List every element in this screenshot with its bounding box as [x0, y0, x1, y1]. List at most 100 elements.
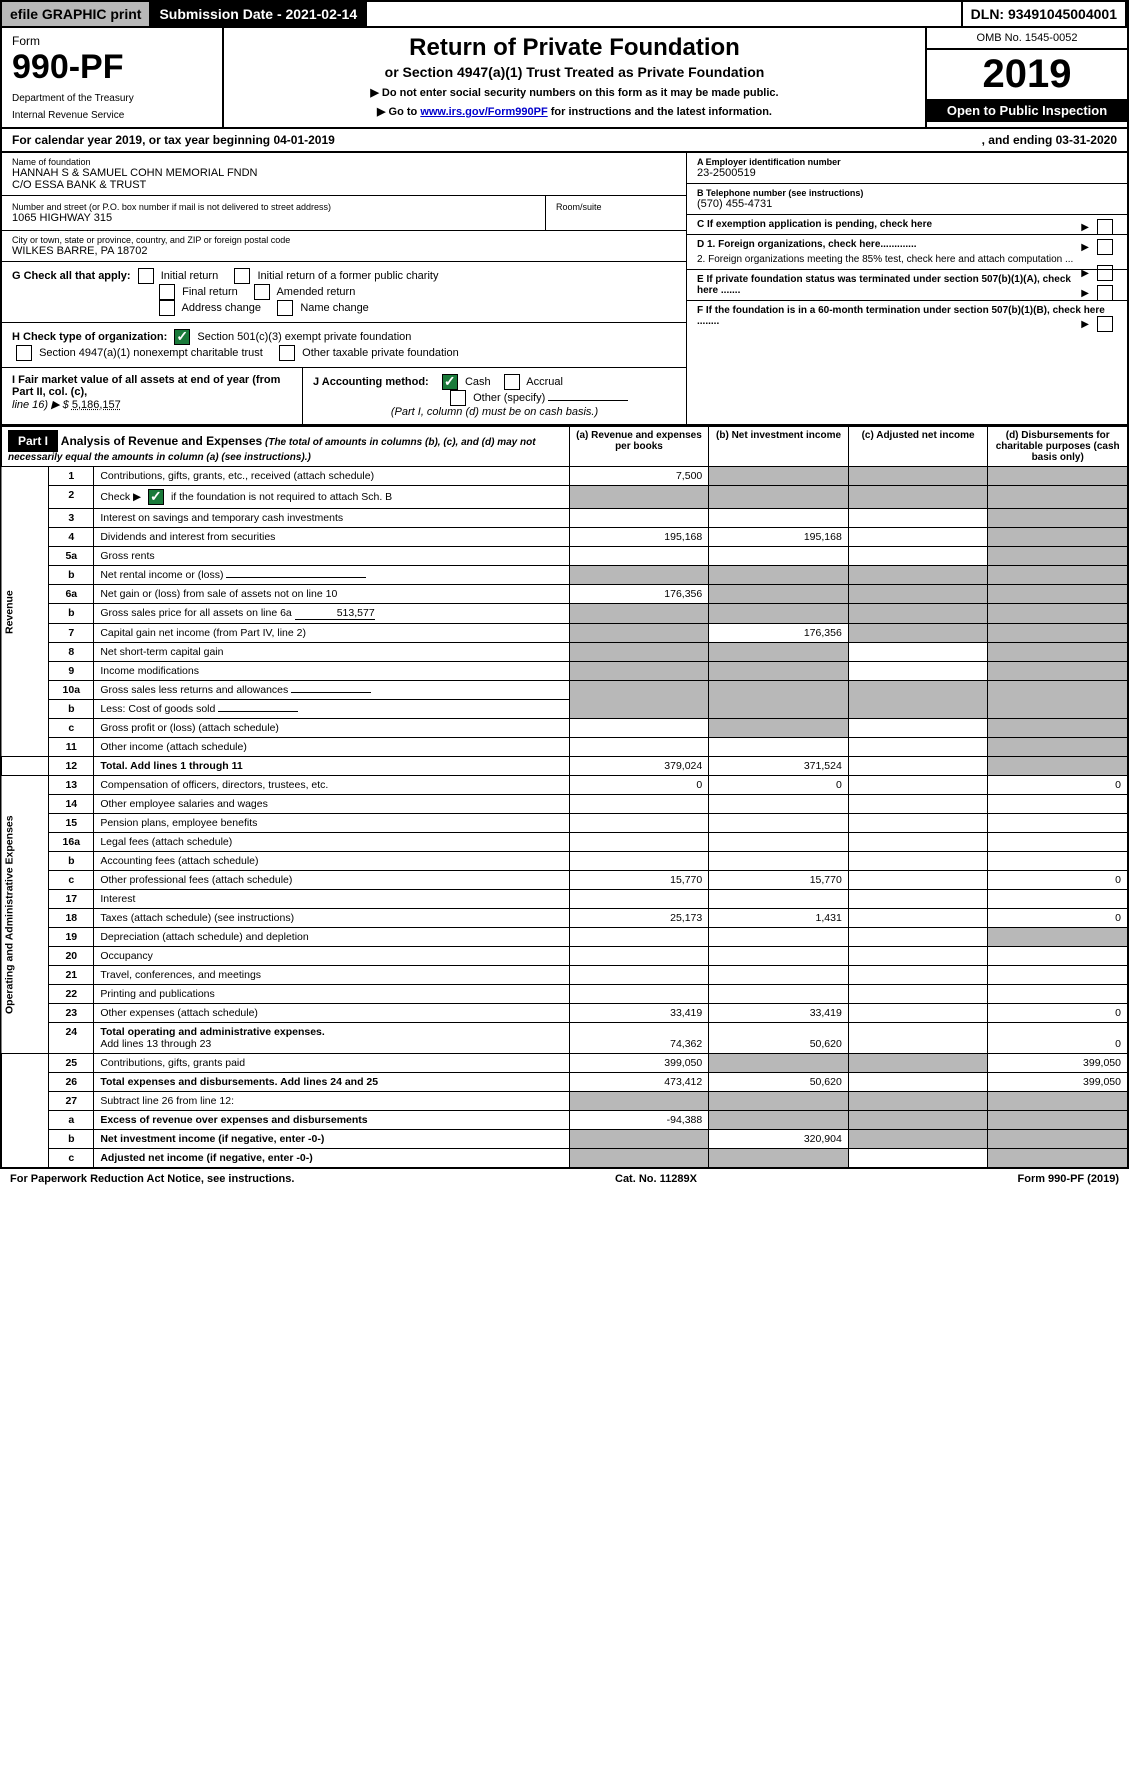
line-desc: Net gain or (loss) from sale of assets n… [94, 585, 569, 604]
line-24-b: 50,620 [709, 1023, 849, 1054]
amt-cell [848, 547, 988, 566]
amt-cell [848, 833, 988, 852]
amt-cell [569, 833, 709, 852]
gray-cell [709, 662, 849, 681]
60month-termination-checkbox[interactable] [1097, 316, 1113, 332]
address-row: Number and street (or P.O. box number if… [2, 196, 686, 231]
h-opt-2: Section 4947(a)(1) nonexempt charitable … [39, 347, 263, 359]
revenue-vertical-label: Revenue [1, 467, 49, 757]
ssn-warning: ▶ Do not enter social security numbers o… [234, 86, 915, 99]
exemption-pending-checkbox[interactable] [1097, 219, 1113, 235]
table-row: 5a Gross rents [1, 547, 1128, 566]
line-13-b: 0 [709, 776, 849, 795]
accrual-checkbox[interactable] [504, 374, 520, 390]
cogs-box[interactable] [218, 711, 298, 712]
line-desc: Pension plans, employee benefits [94, 814, 569, 833]
foreign-org-checkbox[interactable] [1097, 239, 1113, 255]
l6b-text: Gross sales price for all assets on line… [100, 607, 291, 619]
gray-cell [569, 643, 709, 662]
omb-number: OMB No. 1545-0052 [927, 28, 1127, 50]
line-13-d: 0 [988, 776, 1128, 795]
net-rental-box[interactable] [226, 577, 366, 578]
col-a-header: (a) Revenue and expenses per books [569, 427, 709, 467]
line-no: b [49, 852, 94, 871]
final-return-checkbox[interactable] [159, 284, 175, 300]
other-method-checkbox[interactable] [450, 390, 466, 406]
gray-cell [988, 509, 1128, 528]
line-25-a: 399,050 [569, 1054, 709, 1073]
status-terminated-checkbox[interactable] [1097, 285, 1113, 301]
foundation-name-1: HANNAH S & SAMUEL COHN MEMORIAL FNDN [12, 167, 676, 179]
line-18-b: 1,431 [709, 909, 849, 928]
d2-label: 2. Foreign organizations meeting the 85%… [697, 254, 1073, 265]
gray-cell [988, 547, 1128, 566]
line-desc: Net rental income or (loss) [94, 566, 569, 585]
other-specify-line[interactable] [548, 400, 628, 401]
gray-cell [569, 1130, 709, 1149]
amt-cell [848, 985, 988, 1004]
amt-cell [709, 852, 849, 871]
amt-cell [569, 852, 709, 871]
section-i: I Fair market value of all assets at end… [2, 368, 303, 424]
gray-cell [709, 1054, 849, 1073]
table-row: 16aLegal fees (attach schedule) [1, 833, 1128, 852]
amt-cell [709, 928, 849, 947]
amt-cell [848, 947, 988, 966]
line-desc: Printing and publications [94, 985, 569, 1004]
gray-cell [988, 604, 1128, 624]
identification-block: Name of foundation HANNAH S & SAMUEL COH… [0, 153, 1129, 426]
line-6a-a: 176,356 [569, 585, 709, 604]
501c3-checkbox[interactable] [174, 329, 190, 345]
gray-cell [709, 1111, 849, 1130]
room-label: Room/suite [556, 202, 676, 212]
gray-cell [988, 1111, 1128, 1130]
gray-cell [709, 604, 849, 624]
gray-cell [709, 467, 849, 486]
line-7-b: 176,356 [709, 624, 849, 643]
line-no: 1 [49, 467, 94, 486]
name-change-checkbox[interactable] [277, 300, 293, 316]
line-no: 10a [49, 681, 94, 700]
other-taxable-checkbox[interactable] [279, 345, 295, 361]
line-no: 19 [49, 928, 94, 947]
gray-cell [709, 486, 849, 509]
4947-checkbox[interactable] [16, 345, 32, 361]
line-16c-d: 0 [988, 871, 1128, 890]
line-no: 4 [49, 528, 94, 547]
goto-prefix: ▶ Go to [377, 106, 420, 118]
initial-former-checkbox[interactable] [234, 268, 250, 284]
l2-pre: Check ▶ [100, 491, 144, 503]
sch-b-not-required-checkbox[interactable] [148, 489, 164, 505]
irs-form-link[interactable]: www.irs.gov/Form990PF [420, 106, 547, 118]
line-desc: Occupancy [94, 947, 569, 966]
form-number: 990-PF [12, 48, 212, 87]
line-2-desc: Check ▶ if the foundation is not require… [94, 486, 569, 509]
table-row: 22Printing and publications [1, 985, 1128, 1004]
amt-cell [848, 928, 988, 947]
amended-return-checkbox[interactable] [254, 284, 270, 300]
g-opt-5: Name change [300, 302, 369, 314]
address-change-checkbox[interactable] [159, 300, 175, 316]
g-opt-1: Initial return of a former public charit… [258, 270, 439, 282]
initial-return-checkbox[interactable] [138, 268, 154, 284]
line-desc: Depreciation (attach schedule) and deple… [94, 928, 569, 947]
gray-cell [848, 566, 988, 585]
foreign-85pct-checkbox[interactable] [1097, 265, 1113, 281]
gross-sales-box[interactable] [291, 692, 371, 693]
table-row: 6a Net gain or (loss) from sale of asset… [1, 585, 1128, 604]
table-row: 9 Income modifications [1, 662, 1128, 681]
table-row: 14Other employee salaries and wages [1, 795, 1128, 814]
line-desc: Total. Add lines 1 through 11 [94, 757, 569, 776]
page-footer: For Paperwork Reduction Act Notice, see … [0, 1169, 1129, 1189]
amt-cell [848, 1073, 988, 1092]
line-25-d: 399,050 [988, 1054, 1128, 1073]
amt-cell [848, 528, 988, 547]
g-opt-4: Address change [182, 302, 262, 314]
l24-text-2: Add lines 13 through 23 [100, 1038, 211, 1050]
amt-cell [709, 795, 849, 814]
amt-cell [848, 719, 988, 738]
table-row: 24 Total operating and administrative ex… [1, 1023, 1128, 1054]
gray-cell [709, 585, 849, 604]
cash-checkbox[interactable] [442, 374, 458, 390]
gray-cell [709, 566, 849, 585]
